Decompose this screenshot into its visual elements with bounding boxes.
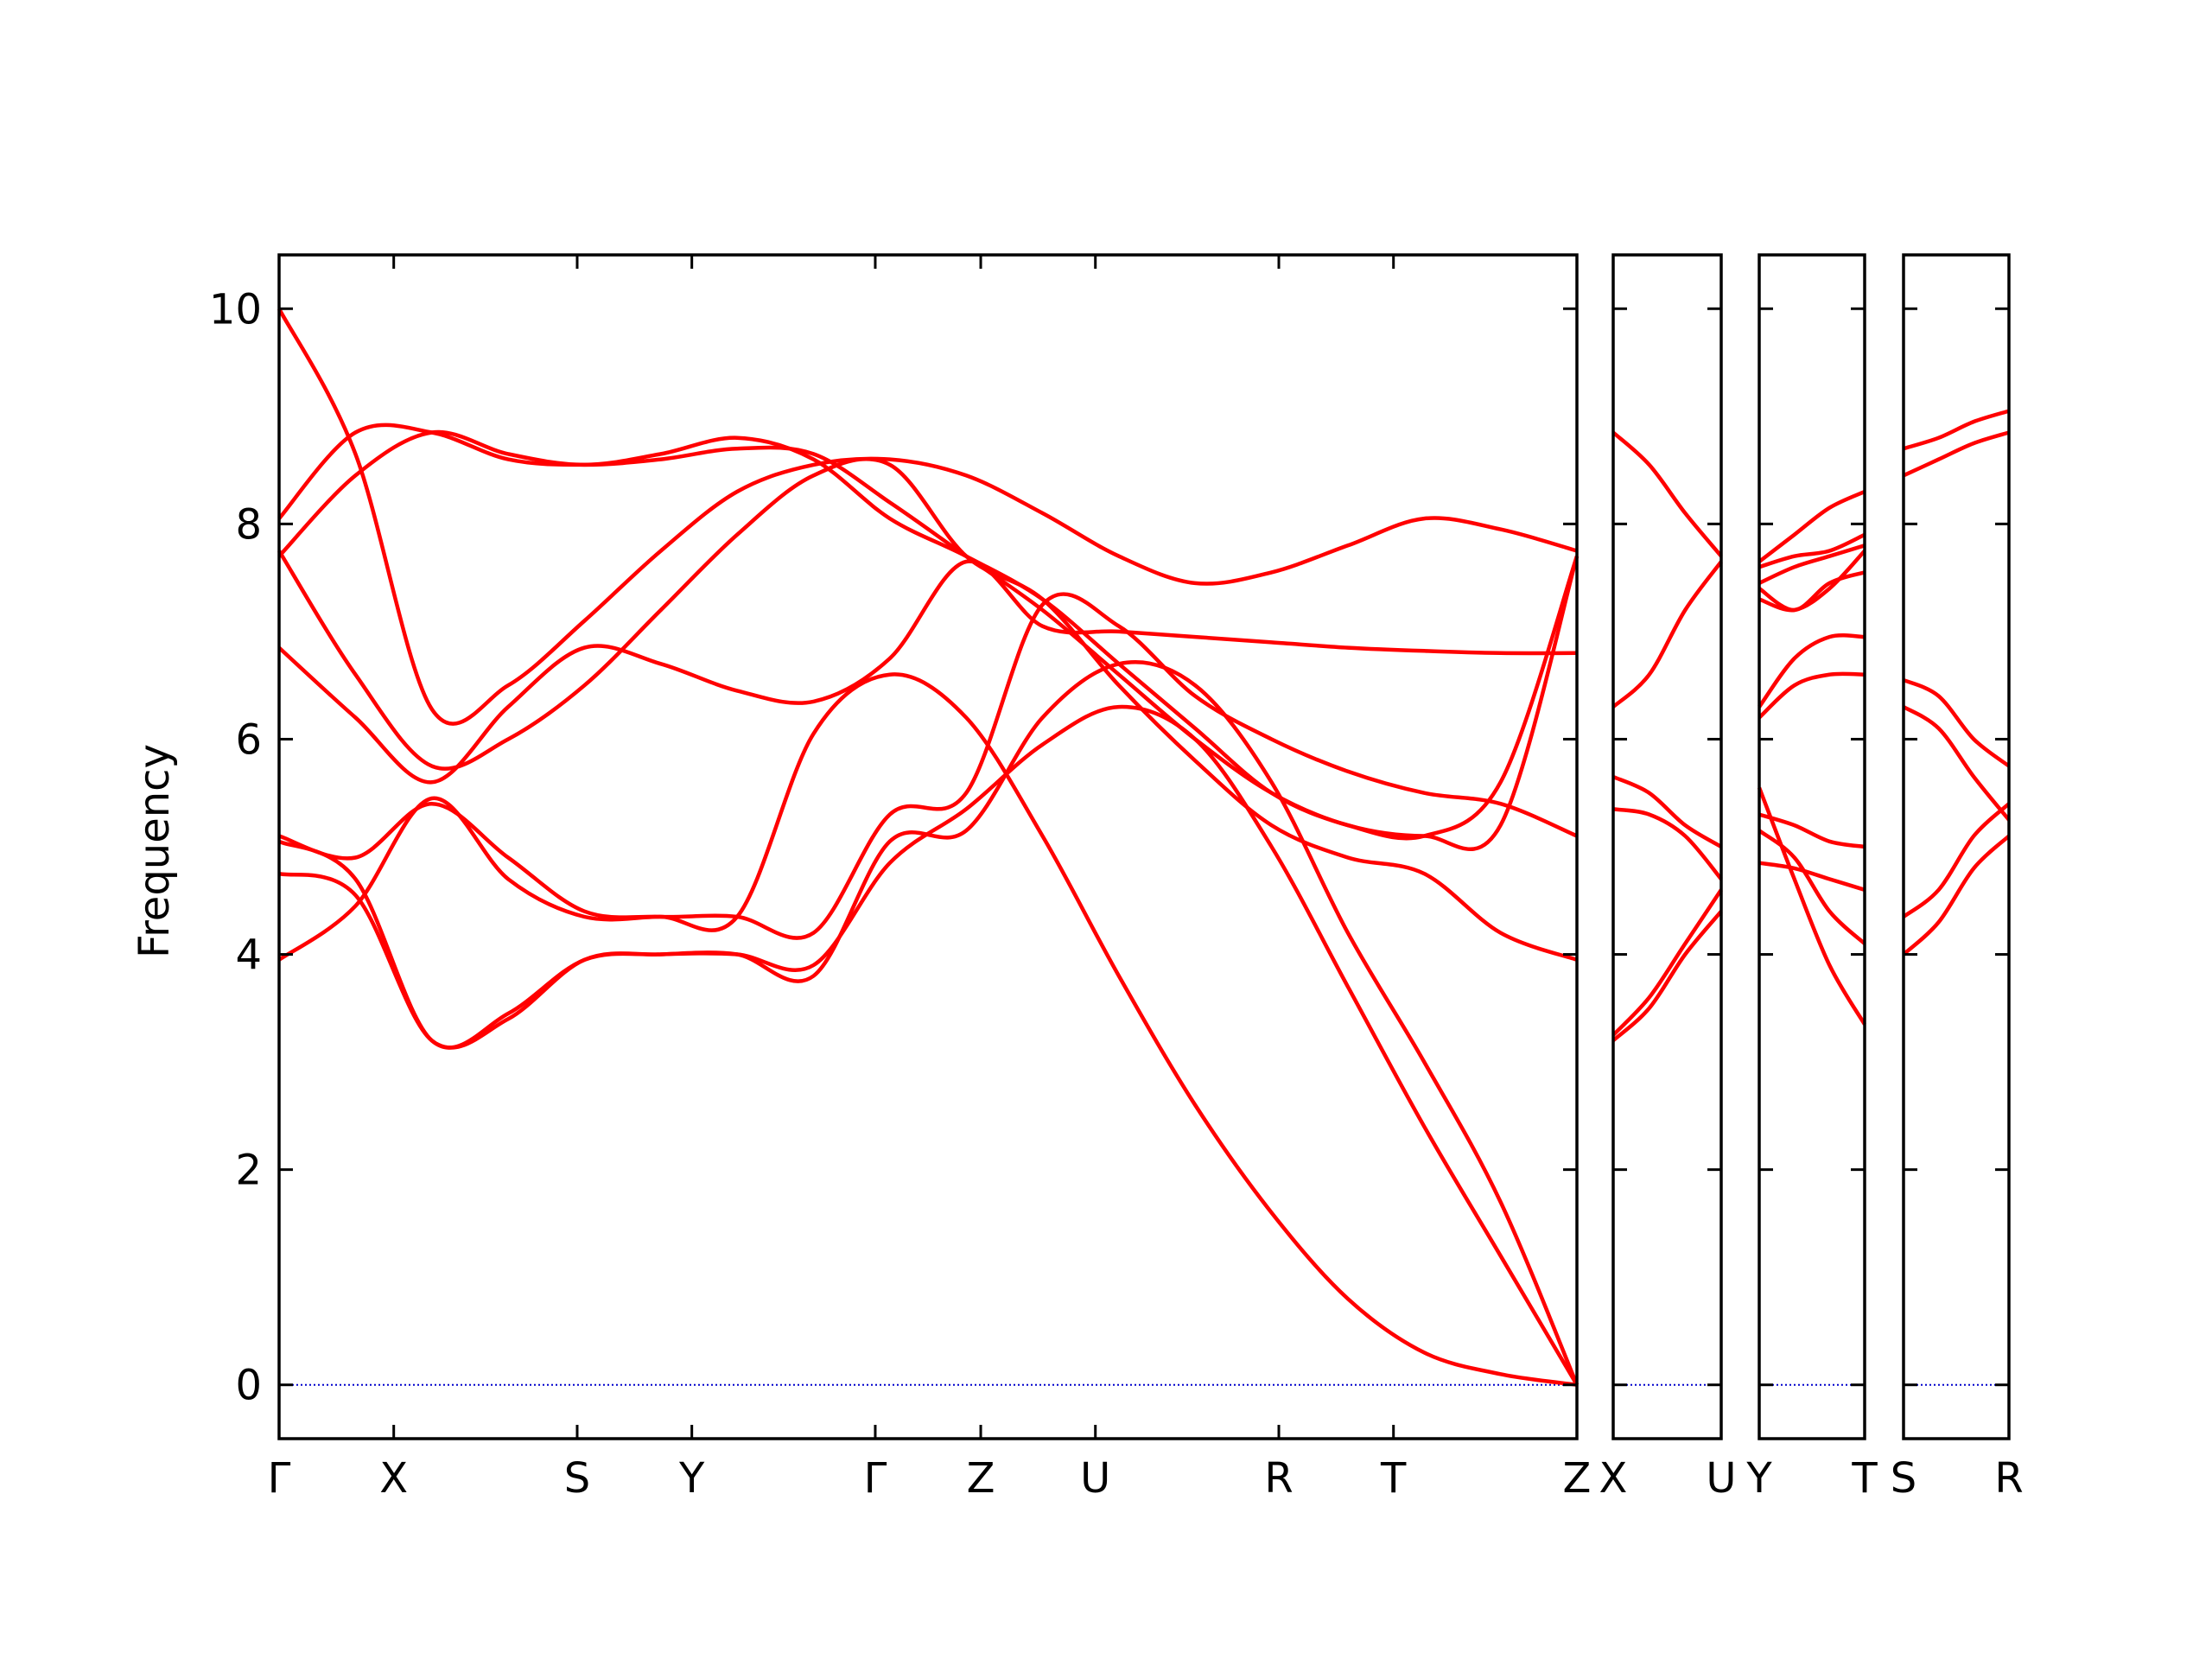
band-line — [278, 704, 1579, 1386]
k-point-label: X — [379, 1454, 408, 1503]
band-line — [278, 660, 1580, 1386]
panel-1: 0 2 4 6 8 10 Γ X S Y Γ Z U R T Z — [209, 253, 1592, 1503]
band-line — [1612, 807, 1723, 880]
panel-frame — [1758, 253, 1866, 1440]
y-tick-label: 6 — [235, 715, 262, 764]
y-tick-label: 2 — [235, 1147, 262, 1195]
band-line — [277, 559, 1578, 785]
band-line — [1758, 812, 1866, 849]
k-point-label: S — [1891, 1454, 1916, 1503]
panel-frame — [1902, 253, 2011, 1440]
band-line — [1902, 705, 2011, 822]
k-point-label: R — [1994, 1454, 2023, 1503]
k-point-label: R — [1264, 1454, 1293, 1503]
k-point-label: Y — [1745, 1454, 1772, 1503]
y-axis-label: Frequency — [130, 744, 179, 958]
band-line — [1902, 802, 2011, 918]
band-line — [1611, 910, 1723, 1042]
band-line — [277, 672, 1578, 1387]
band-line — [1758, 543, 1866, 585]
band-line — [277, 429, 1580, 851]
y-tick-label: 4 — [235, 931, 262, 980]
band-line — [278, 592, 1578, 940]
k-point-label: X — [1599, 1454, 1628, 1503]
k-point-label: U — [1080, 1454, 1110, 1503]
band-line — [1758, 489, 1866, 563]
y-tick-label: 0 — [235, 1362, 262, 1410]
band-line — [1758, 532, 1866, 569]
band-line — [1758, 829, 1866, 945]
band-line — [1757, 786, 1866, 1026]
panel-frame — [1611, 253, 1723, 1440]
k-point-label: Y — [678, 1454, 705, 1503]
band-line — [1758, 633, 1866, 709]
band-line — [1902, 834, 2011, 957]
band-line — [1611, 888, 1723, 1037]
y-tick-label: 8 — [235, 500, 262, 549]
k-point-label: T — [1851, 1454, 1878, 1503]
k-point-label: S — [564, 1454, 590, 1503]
band-line — [1903, 430, 2010, 478]
band-line — [277, 423, 1580, 841]
band-line — [1903, 409, 2010, 451]
k-point-label: Z — [967, 1454, 995, 1503]
band-line — [1611, 430, 1723, 558]
band-line — [1758, 861, 1866, 892]
band-line — [1612, 774, 1723, 849]
band-line — [277, 308, 1578, 726]
k-point-label: T — [1380, 1454, 1407, 1503]
band-line — [1758, 570, 1866, 613]
panel-frame — [277, 253, 1579, 1440]
y-tick-label: 10 — [209, 285, 262, 334]
band-line — [277, 456, 1578, 962]
band-line — [1758, 549, 1866, 613]
band-line — [1903, 677, 2011, 768]
k-point-label: U — [1706, 1454, 1736, 1503]
band-line — [1611, 560, 1723, 709]
k-point-label: Γ — [864, 1454, 887, 1503]
k-point-label: Γ — [268, 1454, 291, 1503]
k-point-label: Z — [1563, 1454, 1592, 1503]
band-line — [1758, 671, 1866, 720]
